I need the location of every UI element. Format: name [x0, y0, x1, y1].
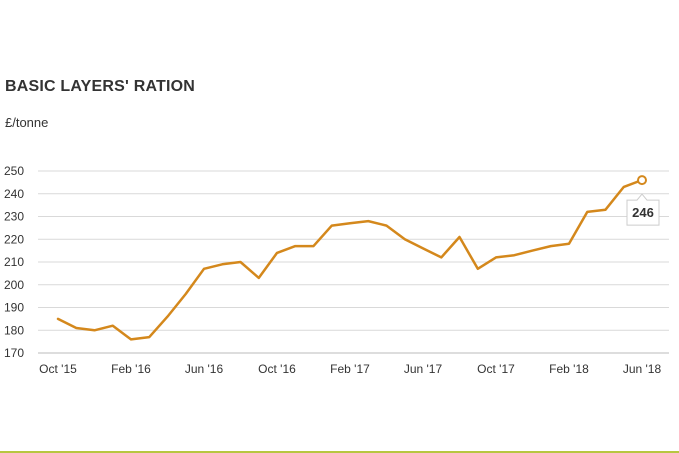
series-group [56, 178, 644, 341]
y-tick-label: 240 [4, 187, 24, 201]
x-tick-label: Oct '15 [39, 362, 77, 376]
x-tick-label: Feb '16 [111, 362, 151, 376]
grid-lines [38, 170, 669, 354]
y-axis-ticks: 170 180 190 200 210 220 230 240 250 [4, 164, 24, 360]
y-axis-unit-label: £/tonne [5, 115, 49, 130]
x-tick-label: Oct '17 [477, 362, 515, 376]
x-tick-label: Jun '18 [623, 362, 662, 376]
tooltip-value: 246 [632, 205, 654, 220]
x-tick-label: Feb '18 [549, 362, 589, 376]
y-tick-label: 230 [4, 210, 24, 224]
value-tooltip: 246 [626, 175, 660, 226]
x-tick-label: Jun '17 [404, 362, 443, 376]
y-tick-label: 200 [4, 278, 24, 292]
x-tick-label: Jun '16 [185, 362, 224, 376]
y-tick-label: 220 [4, 232, 24, 246]
bottom-divider [0, 451, 679, 453]
x-tick-label: Feb '17 [330, 362, 370, 376]
y-tick-label: 180 [4, 323, 24, 337]
tooltip-box [626, 193, 660, 226]
series-line-0 [56, 178, 644, 341]
highlight-point[interactable] [637, 175, 647, 186]
x-tick-label: Oct '16 [258, 362, 296, 376]
y-tick-label: 190 [4, 301, 24, 315]
y-tick-label: 250 [4, 164, 24, 178]
chart-title: BASIC LAYERS' RATION [5, 78, 196, 95]
y-tick-label: 170 [4, 346, 24, 360]
y-tick-label: 210 [4, 255, 24, 269]
x-axis-ticks: Oct '15 Feb '16 Jun '16 Oct '16 Feb '17 Jun '… [39, 362, 661, 376]
